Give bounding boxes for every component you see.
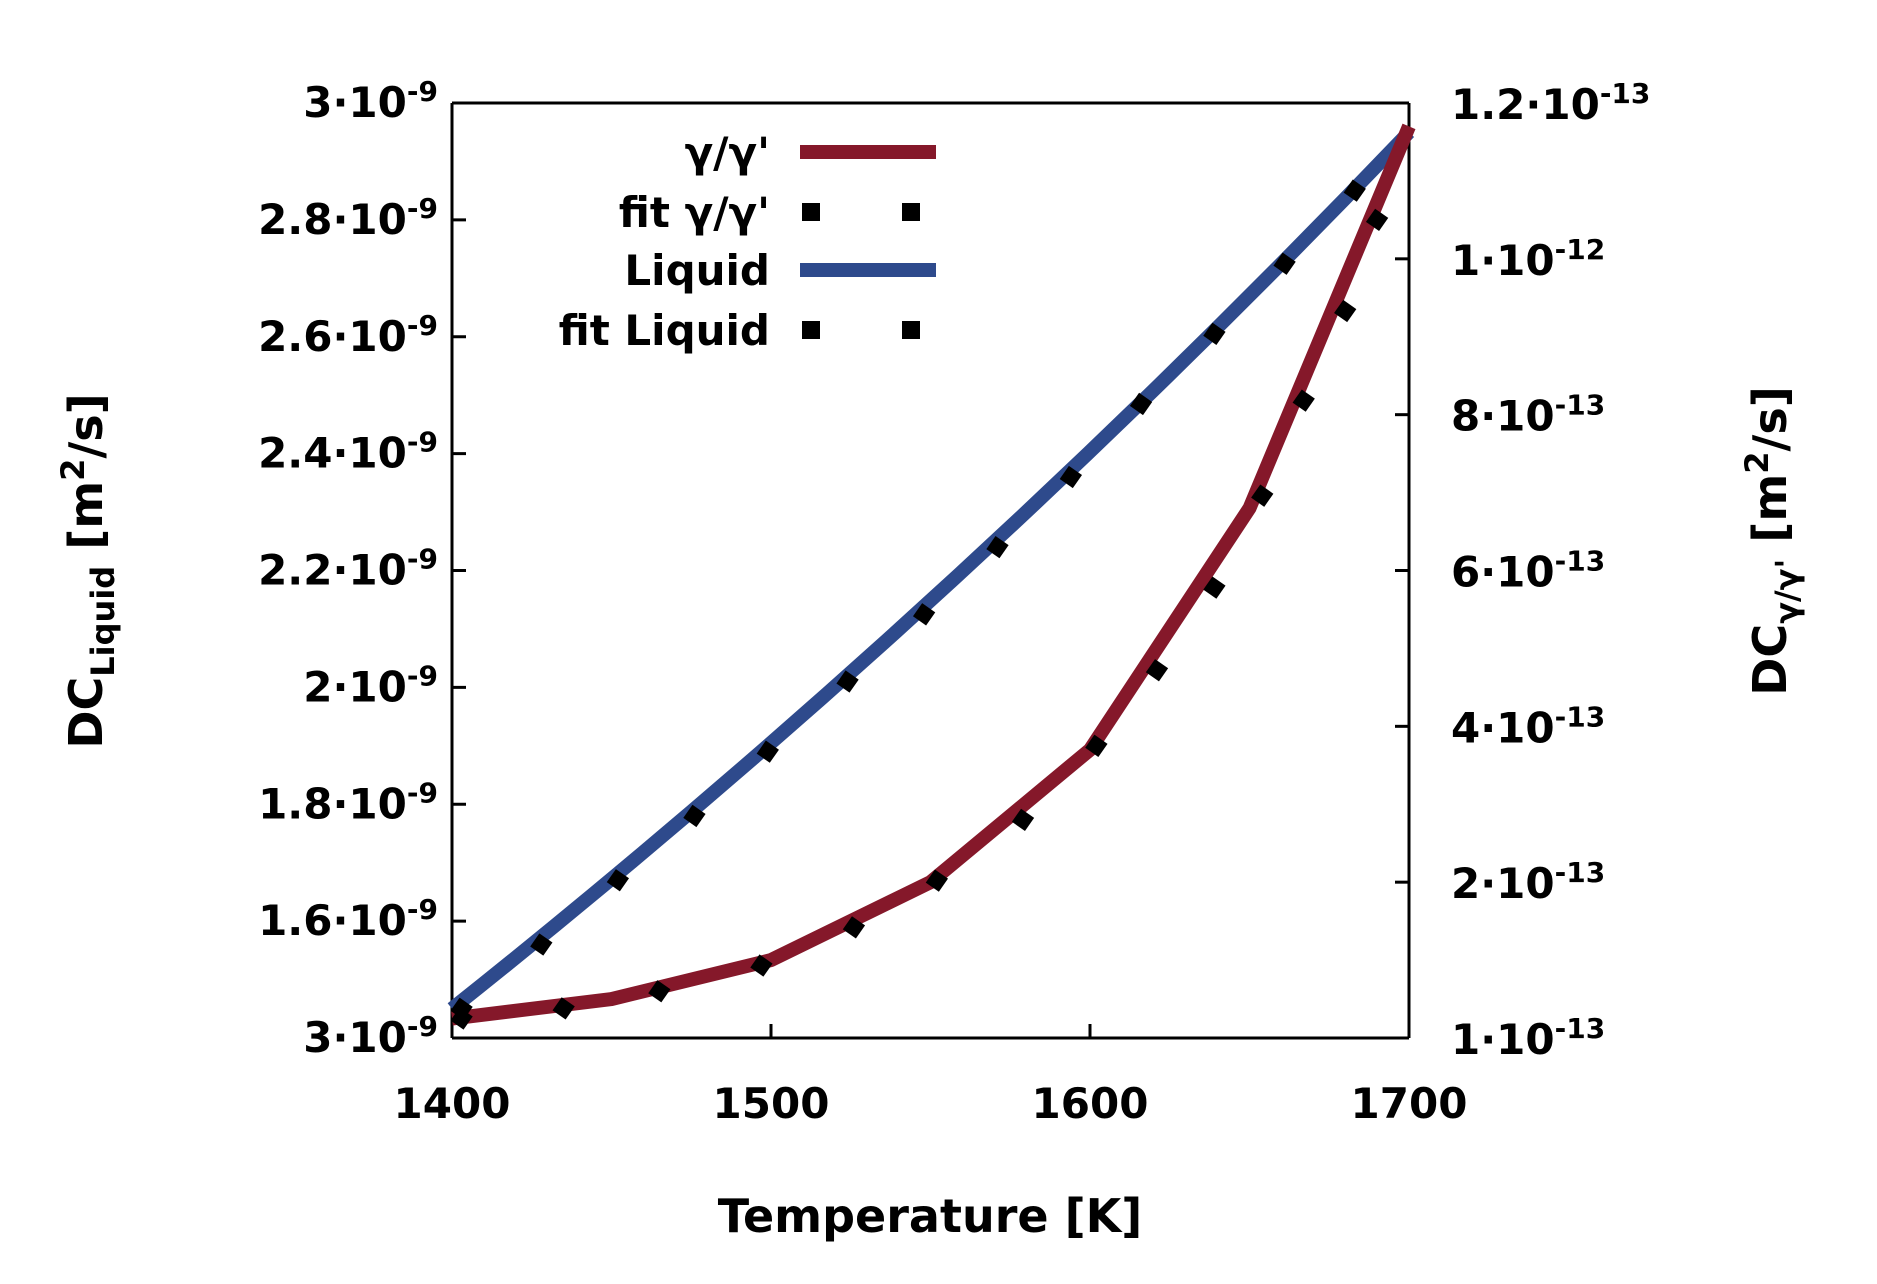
legend-label: fit Liquid xyxy=(559,306,770,355)
y-left-tick-label: 1.6·10-9 xyxy=(258,893,438,945)
fit-point-fit xyxy=(450,1007,473,1030)
x-tick-label: 1700 xyxy=(1351,1079,1468,1128)
y-right-title-unit-post: /s] xyxy=(1743,386,1797,451)
y-left-tick-label: 2·10-9 xyxy=(303,659,438,711)
fit-point-fit xyxy=(1292,389,1315,412)
legend-swatch-dot xyxy=(902,321,920,339)
fit-point-fit xyxy=(1251,484,1274,507)
y-left-title-unit-pre: [m xyxy=(59,481,113,566)
y-right-title-unit-pre: [m xyxy=(1743,474,1797,559)
legend-label: γ/γ' xyxy=(685,128,770,177)
x-tick-label: 1400 xyxy=(394,1079,511,1128)
y-right-axis-ticks: 1·10-13 2·10-13 4·10-13 6·10-13 8·10-13 1·10-… xyxy=(1395,77,1650,1064)
y-right-tick-label: 1·10-13 xyxy=(1451,1012,1605,1064)
fit-point-fit-liquid xyxy=(606,869,630,892)
y-left-tick-label: 2.4·10-9 xyxy=(258,426,438,478)
y-right-tick-label: 6·10-13 xyxy=(1451,545,1605,597)
fit-point-fit xyxy=(750,954,773,977)
x-axis-ticks: 1400 1500 1600 1700 xyxy=(394,1024,1468,1128)
fit-point-fit-liquid xyxy=(836,670,859,693)
y-left-tick-label: 2.2·10-9 xyxy=(258,543,438,595)
y-left-tick-label: 2.8·10-9 xyxy=(258,192,438,244)
y-right-title-unit-sup: 2 xyxy=(1738,451,1776,473)
y-right-tick-label: 1.2·10-13 xyxy=(1451,77,1650,129)
fit-point-fit-liquid xyxy=(986,535,1009,559)
fit-point-fit-liquid xyxy=(1203,322,1226,345)
legend-swatch-dot xyxy=(802,203,820,221)
y-left-title-unit-sup: 2 xyxy=(54,459,92,481)
fit-point-fit-liquid xyxy=(1059,465,1083,489)
y-left-axis-ticks: 3·10-9 1.6·10-9 1.8·10-9 2·10-9 2.2·10-9 2.4·… xyxy=(258,75,466,1062)
fit-point-fit xyxy=(925,869,949,892)
y-right-title-main: DC xyxy=(1743,624,1797,696)
y-left-tick-label: 1.8·10-9 xyxy=(258,776,438,828)
y-left-title-main: DC xyxy=(59,677,113,749)
legend-swatch-dot xyxy=(902,203,920,221)
y-left-tick-label: 3·10-9 xyxy=(303,1010,438,1062)
legend: γ/γ' fit γ/γ' Liquid fit Liquid xyxy=(559,128,936,355)
y-left-tick-label: 2.6·10-9 xyxy=(258,309,438,361)
legend-swatch-dot xyxy=(802,321,820,339)
series-layer xyxy=(447,123,1416,1030)
fit-point-fit xyxy=(1011,808,1035,831)
y-right-title-sub: γ/γ' xyxy=(1768,559,1806,624)
y-left-title-unit-post: /s] xyxy=(59,393,113,458)
fit-point-fit-liquid xyxy=(1273,252,1296,275)
fit-point-fit-liquid xyxy=(1343,179,1366,202)
x-tick-label: 1500 xyxy=(713,1079,830,1128)
fit-point-fit xyxy=(552,997,575,1020)
legend-label: Liquid xyxy=(624,246,770,295)
fit-point-fit xyxy=(1145,659,1169,682)
fit-point-fit xyxy=(1085,734,1108,757)
x-tick-label: 1600 xyxy=(1032,1079,1149,1128)
fit-point-fit xyxy=(648,980,671,1003)
fit-point-fit-liquid xyxy=(756,740,779,763)
y-right-tick-label: 4·10-13 xyxy=(1451,700,1605,752)
fit-point-fit-liquid xyxy=(530,933,553,956)
legend-label: fit γ/γ' xyxy=(619,188,770,237)
y-right-tick-label: 8·10-13 xyxy=(1451,389,1605,441)
y-right-axis-title: DCγ/γ' [m2/s] xyxy=(1738,386,1806,696)
fit-point-fit xyxy=(1365,208,1389,232)
y-left-tick-label: 3·10-9 xyxy=(303,75,438,127)
fit-point-fit xyxy=(1203,576,1226,599)
x-axis-title: Temperature [K] xyxy=(718,1189,1143,1243)
y-left-axis-title: DCLiquid [m2/s] xyxy=(54,393,122,748)
fit-point-fit-liquid xyxy=(912,603,936,626)
fit-point-fit xyxy=(842,916,866,939)
fit-point-fit-liquid xyxy=(1129,392,1153,416)
y-right-tick-label: 2·10-13 xyxy=(1451,856,1605,908)
fit-point-fit-liquid xyxy=(683,804,706,828)
y-right-tick-label: 1·10-12 xyxy=(1451,233,1605,285)
series-line-liquid xyxy=(447,127,1415,1015)
fit-point-fit xyxy=(1334,299,1357,323)
y-left-title-sub: Liquid xyxy=(84,566,122,677)
